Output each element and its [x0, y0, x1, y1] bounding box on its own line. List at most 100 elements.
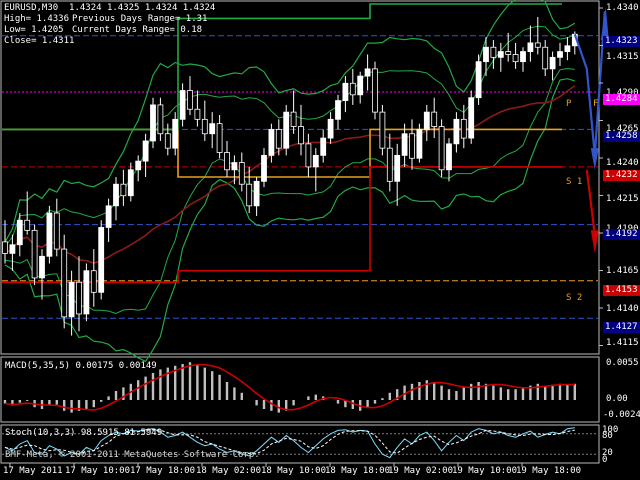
bollinger-upper: [4, 0, 576, 243]
candle-body-53: [394, 154, 401, 182]
candle-body-31: [231, 162, 238, 171]
forecast-blue-arrowhead-down: [590, 148, 599, 170]
candle-body-29: [216, 123, 223, 153]
candle-body-54: [401, 133, 408, 156]
candle-body-48: [357, 75, 364, 96]
candle-body-8: [61, 248, 68, 318]
stoch-axis-20: 20: [602, 448, 613, 458]
price-tick-8: 1.4140: [606, 304, 639, 314]
envelope-lower: [4, 67, 575, 315]
macd-axis-top: 0.0055: [606, 358, 639, 368]
stoch-signal-line: [4, 429, 575, 455]
candle-body-1: [9, 244, 16, 254]
candle-body-40: [298, 126, 304, 145]
candle-body-18: [135, 160, 142, 171]
candle-body-6: [46, 212, 53, 257]
candle-body-33: [246, 183, 253, 207]
candle-body-66: [490, 46, 497, 58]
macd-label: MACD(5,35,5) 0.00175 0.00149: [5, 361, 157, 371]
stoch-main-line: [4, 427, 575, 459]
candle-body-45: [335, 100, 341, 120]
candle-body-57: [423, 111, 430, 130]
forecast-red-arrowhead: [590, 230, 599, 254]
time-tick-3: 18 May 02:00: [196, 466, 262, 476]
price-tag-7: 1.4127: [603, 322, 640, 333]
price-tag-4: 1.4232: [603, 170, 640, 181]
time-tick-6: 19 May 02:00: [388, 466, 454, 476]
time-tick-2: 17 May 18:00: [130, 466, 196, 476]
candle-body-43: [320, 137, 327, 156]
candle-body-59: [438, 126, 445, 171]
time-tick-7: 19 May 10:00: [452, 466, 518, 476]
candle-body-52: [386, 147, 393, 182]
macd-axis-bottom: -0.00243: [603, 410, 640, 420]
candle-body-70: [520, 51, 526, 63]
candle-body-7: [53, 212, 60, 250]
bollinger-lower: [4, 78, 575, 363]
candle-body-49: [364, 68, 371, 77]
macd-signal-line: [4, 363, 575, 411]
candle-body-76: [564, 45, 571, 52]
candle-body-28: [209, 123, 216, 135]
candle-body-35: [261, 154, 267, 182]
candle-body-44: [327, 118, 334, 139]
s1-label: S 1: [566, 177, 583, 187]
stoch-axis-80: 80: [602, 431, 613, 441]
candle-body-72: [534, 42, 541, 48]
stoch-axis-100: 100: [602, 425, 619, 435]
price-tag-1: 1.4323: [603, 36, 640, 47]
candle-body-42: [312, 154, 319, 168]
price-tag-5: 1.4192: [603, 229, 640, 240]
candle-body-21: [157, 104, 164, 135]
candle-body-3: [24, 219, 31, 231]
candle-body-37: [275, 129, 282, 149]
candle-body-63: [468, 97, 475, 139]
candle-body-22: [164, 133, 171, 149]
previous-days-range: Previous Days Range= 1.31: [72, 14, 208, 24]
candle-body-2: [16, 219, 23, 246]
candle-body-27: [201, 118, 208, 135]
candle-body-10: [76, 281, 82, 315]
price-tick-1: 1.4315: [606, 52, 639, 62]
high-value: High= 1.4336: [4, 14, 70, 24]
candle-body-36: [268, 129, 275, 156]
macd-panel[interactable]: [0, 356, 600, 423]
candle-body-15: [113, 183, 119, 207]
candle-body-50: [372, 68, 378, 113]
candle-body-56: [416, 129, 423, 159]
candle-body-23: [172, 118, 179, 149]
candle-body-16: [120, 183, 127, 197]
current-days-range: Current Days Range= 0.18: [72, 25, 203, 35]
price-tick-7: 1.4165: [606, 266, 639, 276]
time-tick-0: 17 May 2011: [3, 466, 63, 476]
candle-body-20: [150, 104, 156, 142]
time-tick-8: 19 May 18:00: [516, 466, 582, 476]
forecast-red-path: [585, 169, 596, 235]
candle-body-47: [349, 82, 356, 96]
candle-body-25: [187, 90, 193, 110]
price-tag-3: 1.4258: [603, 131, 640, 142]
candle-body-0: [2, 241, 8, 254]
time-tick-1: 17 May 10:00: [65, 466, 131, 476]
candle-body-71: [527, 42, 534, 52]
price-tick-0: 1.4340: [606, 3, 639, 13]
candle-body-34: [253, 180, 260, 207]
candle-body-24: [179, 90, 186, 120]
candle-body-62: [460, 118, 467, 139]
stoch-layer: [2, 427, 598, 459]
pivot-label: P: [566, 99, 572, 109]
candle-body-39: [290, 111, 297, 127]
candle-body-65: [483, 46, 489, 63]
stoch-panel[interactable]: [0, 424, 600, 464]
candle-body-9: [68, 281, 75, 318]
indicator-lines-layer: [2, 0, 576, 363]
candle-body-19: [142, 140, 149, 162]
close-value: Close= 1.4311: [4, 36, 75, 46]
s2-label: S 2: [566, 293, 583, 303]
candle-body-73: [542, 46, 549, 70]
candle-body-46: [342, 82, 349, 101]
candle-body-75: [557, 51, 563, 58]
price-tick-2: 1.4290: [606, 88, 639, 98]
candle-body-38: [283, 111, 290, 149]
